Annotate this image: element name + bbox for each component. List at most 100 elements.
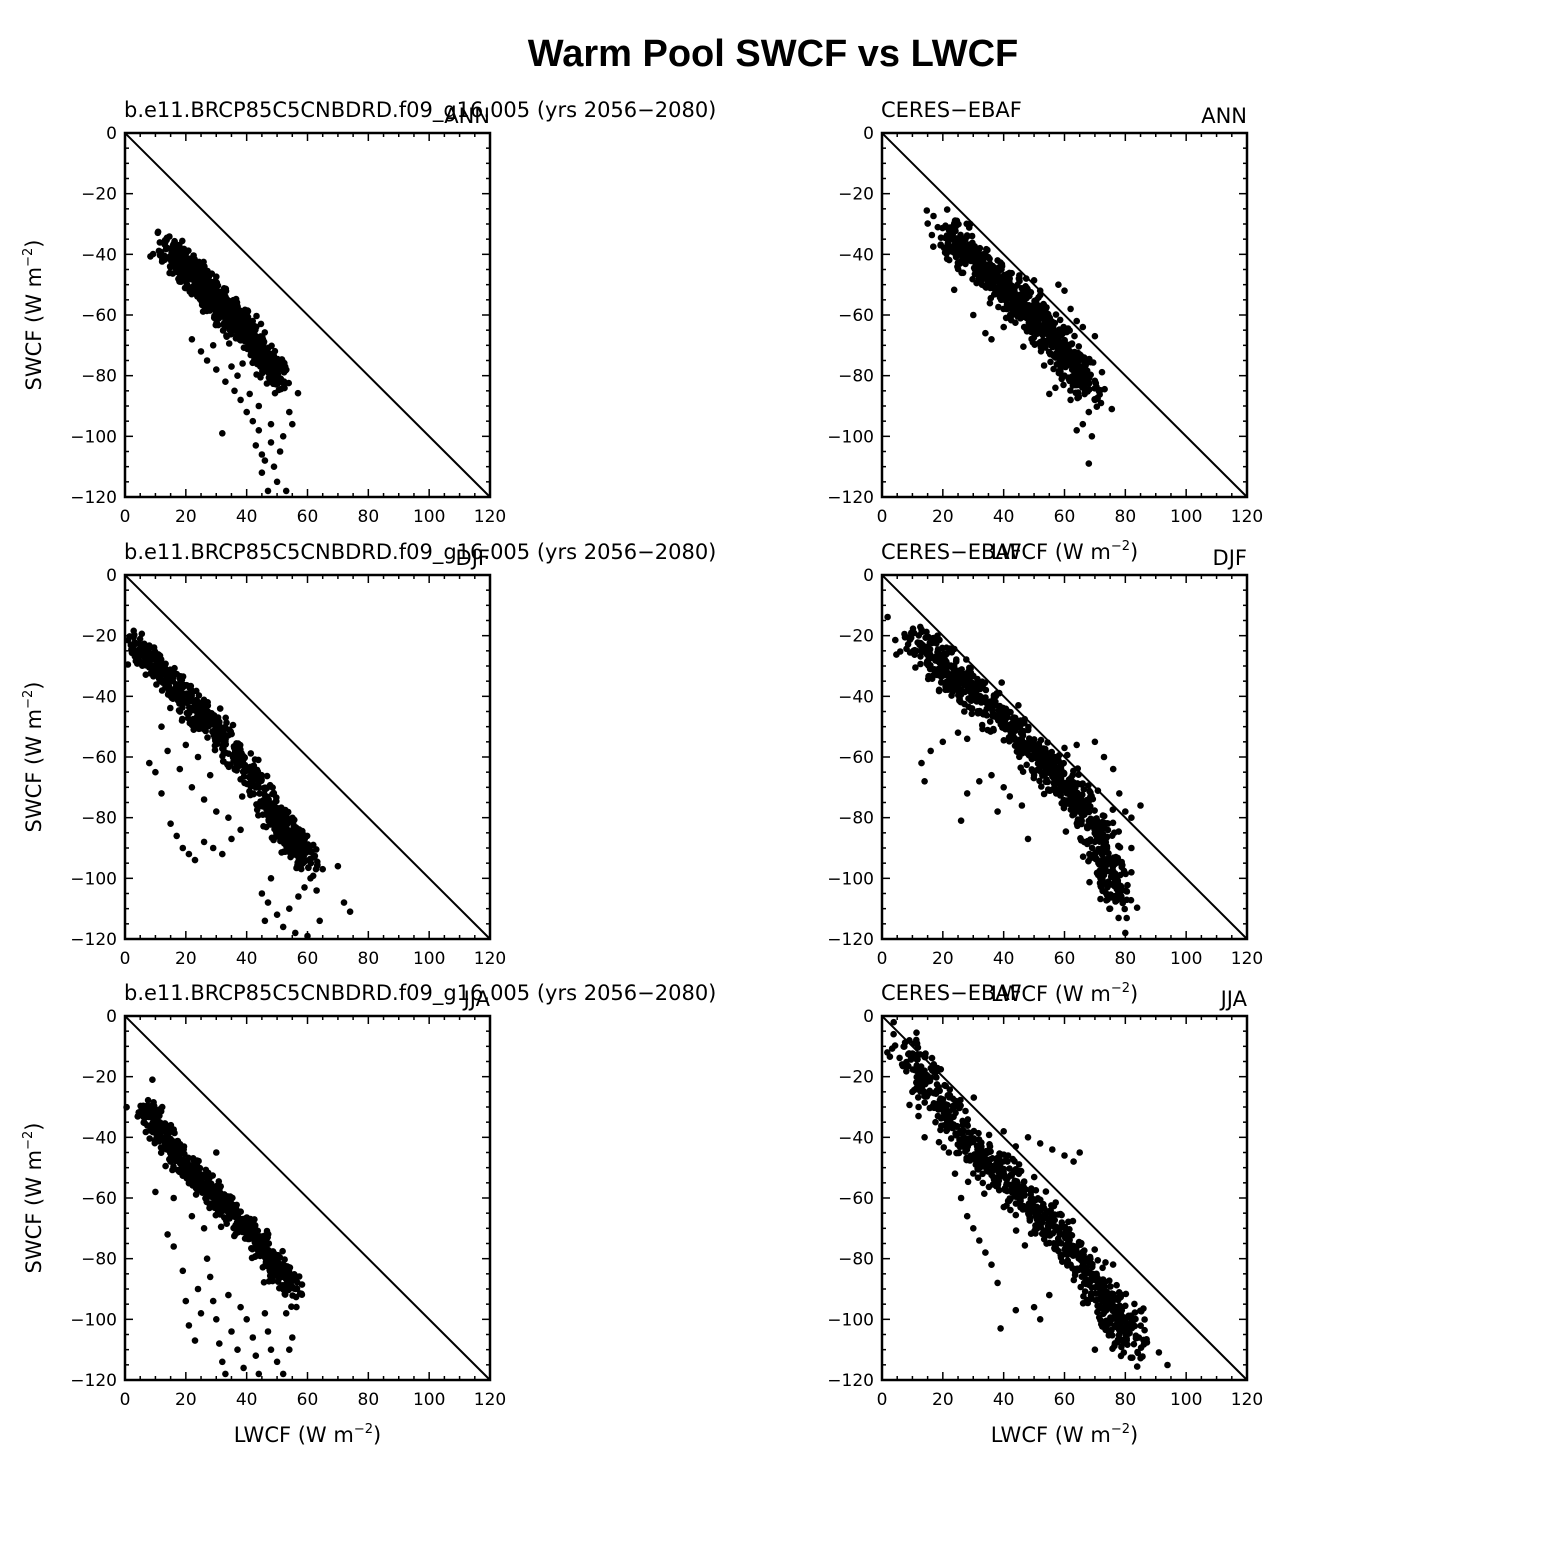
data-point xyxy=(1024,835,1032,843)
data-point xyxy=(258,451,266,458)
data-point xyxy=(158,687,166,694)
data-point xyxy=(1122,929,1129,937)
data-point xyxy=(1014,281,1021,289)
x-tick-label: 100 xyxy=(1170,1390,1202,1410)
data-point xyxy=(212,715,220,722)
data-point xyxy=(233,760,240,768)
data-point xyxy=(286,1346,293,1353)
data-point xyxy=(145,660,153,667)
data-point xyxy=(890,1030,897,1038)
data-point xyxy=(273,1358,281,1366)
reference-line xyxy=(124,1015,491,1381)
data-point xyxy=(1021,289,1028,297)
data-point xyxy=(1030,301,1038,308)
data-point xyxy=(159,1127,167,1135)
data-point xyxy=(1104,826,1112,834)
data-point xyxy=(986,299,994,307)
data-point xyxy=(286,408,293,416)
data-point xyxy=(271,814,278,822)
data-point xyxy=(1095,821,1103,829)
data-point xyxy=(913,647,920,655)
data-point xyxy=(155,1133,163,1140)
x-tick-label: 20 xyxy=(932,1390,954,1410)
x-tick-label: 80 xyxy=(1115,1390,1137,1410)
data-point xyxy=(261,917,269,925)
data-point xyxy=(1109,819,1117,827)
data-point xyxy=(1128,814,1135,821)
data-point xyxy=(161,236,169,244)
y-tick-label: −100 xyxy=(70,1310,117,1330)
y-tick-label: 0 xyxy=(863,124,874,144)
data-point xyxy=(271,1259,279,1267)
data-point xyxy=(950,666,958,673)
data-point xyxy=(265,360,273,368)
data-point xyxy=(149,1118,157,1126)
data-point xyxy=(934,223,942,231)
y-tick-label: −40 xyxy=(81,687,117,707)
data-point xyxy=(140,1119,147,1126)
data-point xyxy=(266,1263,273,1271)
data-point xyxy=(988,771,995,779)
data-point xyxy=(261,1310,269,1317)
data-point xyxy=(1092,849,1099,857)
data-point xyxy=(169,270,177,277)
data-point xyxy=(263,1244,270,1252)
data-point xyxy=(938,672,946,679)
panel-left-string: b.e11.BRCP85C5CNBDRD.f09_g16.005 (yrs 20… xyxy=(124,981,716,1006)
data-point xyxy=(1073,741,1080,749)
data-point xyxy=(162,245,170,253)
data-point xyxy=(1036,777,1043,785)
data-point xyxy=(183,278,190,285)
data-point xyxy=(135,1109,142,1116)
data-point xyxy=(1095,387,1103,395)
data-point xyxy=(1036,287,1044,295)
x-tick-label: 80 xyxy=(1115,949,1137,969)
data-point xyxy=(189,1163,197,1170)
panel-left-string: CERES−EBAF xyxy=(881,98,1022,122)
data-point xyxy=(970,311,977,319)
data-point xyxy=(925,653,932,661)
data-point xyxy=(952,253,960,261)
data-point xyxy=(202,708,210,716)
data-point xyxy=(1122,887,1129,894)
data-point xyxy=(1050,333,1058,341)
data-point xyxy=(307,875,314,882)
data-point xyxy=(994,257,1001,264)
data-point xyxy=(260,366,268,373)
data-point xyxy=(273,805,280,813)
data-point xyxy=(267,439,275,446)
panel-right-string: JJA xyxy=(1219,987,1248,1011)
data-point xyxy=(284,808,292,816)
y-tick-label: −60 xyxy=(81,748,117,768)
data-point xyxy=(249,1220,256,1228)
data-point xyxy=(1022,275,1030,282)
data-point xyxy=(279,923,287,931)
data-point xyxy=(164,691,172,698)
y-tick-label: −20 xyxy=(81,185,117,205)
x-tick-label: 60 xyxy=(297,949,319,969)
data-point xyxy=(280,848,288,855)
data-point xyxy=(200,288,208,296)
data-point xyxy=(225,814,232,821)
data-point xyxy=(986,718,994,725)
data-point xyxy=(211,746,219,754)
data-point xyxy=(291,1285,298,1292)
x-tick-label: 40 xyxy=(236,1390,258,1410)
data-point xyxy=(943,245,951,252)
x-tick-label: 120 xyxy=(474,1390,506,1410)
data-point xyxy=(969,275,976,283)
data-point xyxy=(238,749,245,757)
data-point xyxy=(1104,884,1111,891)
data-point xyxy=(1075,771,1082,778)
data-point xyxy=(188,336,196,343)
data-point xyxy=(222,1370,229,1378)
x-tick-label: 20 xyxy=(175,1390,197,1410)
data-point xyxy=(1098,851,1106,858)
data-point xyxy=(210,1192,217,1200)
data-point xyxy=(1086,878,1093,886)
data-point xyxy=(1061,744,1068,752)
data-point xyxy=(255,427,263,434)
data-point xyxy=(959,241,966,248)
data-point xyxy=(950,286,958,294)
data-point xyxy=(1084,806,1091,813)
